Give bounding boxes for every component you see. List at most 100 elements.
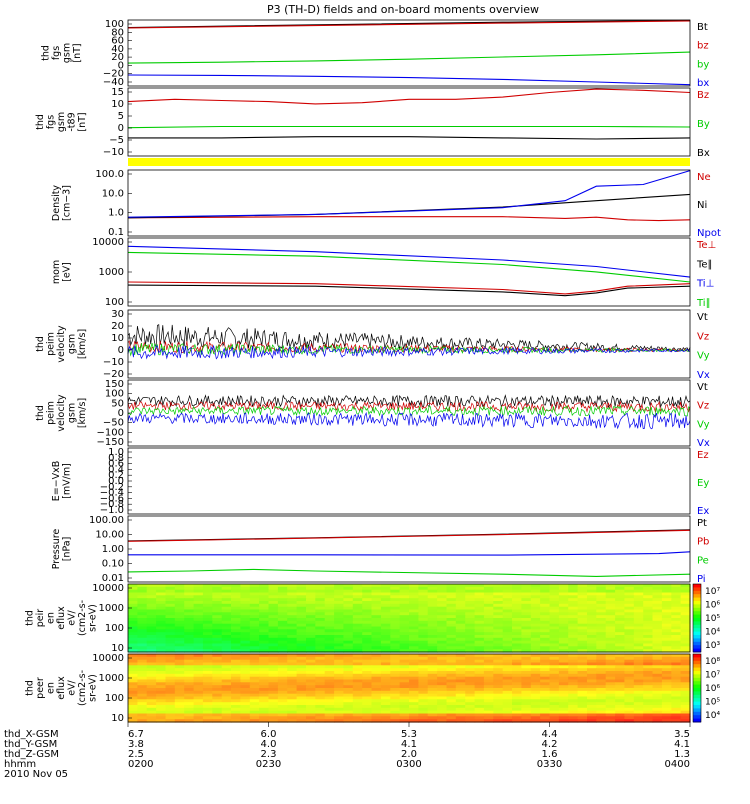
spectrogram-cell [680,646,691,650]
spectrogram-cell [409,643,419,647]
spectrogram-cell [633,688,644,692]
spectrogram-cell [324,589,335,594]
spectrogram-cell [437,598,448,602]
spectrogram-cell [540,673,551,678]
spectrogram-cell [427,699,438,703]
spectrogram-cell [530,685,541,689]
spectrogram-cell [521,632,532,636]
spectrogram-cell [249,618,260,622]
spectrogram-cell [399,685,410,689]
spectrogram-cell [427,665,438,669]
spectrogram-cell [156,719,167,723]
spectrogram-cell [465,688,476,692]
spectrogram-cell [596,589,607,594]
spectrogram-cell [446,618,457,622]
legend-entry: Bx [697,148,710,159]
spectrogram-cell [493,649,504,653]
spectrogram-cell [633,656,644,661]
spectrogram-cell [334,688,345,692]
spectrogram-cell [540,615,551,619]
spectrogram-cell [615,606,626,611]
spectrogram-cell [193,696,204,700]
spectrogram-cell [605,716,616,720]
spectrogram-cell [652,601,663,605]
spectrogram-cell [334,615,345,619]
spectrogram-cell [483,690,494,695]
spectrogram-cell [334,646,345,650]
y-tick-label: −20 [103,369,124,380]
spectrogram-cell [137,696,148,700]
spectrogram-cell [202,649,213,653]
spectrogram-cell [587,690,597,695]
spectrogram-cell [221,618,232,622]
spectrogram-cell [437,640,448,645]
spectrogram-cell [231,659,241,664]
spectrogram-cell [165,626,176,630]
spectrogram-cell [128,685,138,689]
spectrogram-cell [502,615,513,619]
spectrogram-cell [343,586,354,591]
spectrogram-cell [530,601,541,605]
spectrogram-cell [156,716,167,720]
spectrogram-cell [146,707,157,712]
spectrogram-cell [240,702,251,706]
spectrogram-cell [334,673,345,678]
spectrogram-cell [652,612,663,616]
spectrogram-cell [624,713,635,717]
spectrogram-cell [277,662,288,666]
spectrogram-cell [521,649,532,653]
spectrogram-cell [615,690,626,695]
spectrogram-cell [465,584,476,588]
spectrogram-cell [446,716,457,720]
spectrogram-cell [184,710,195,715]
spectrogram-cell [184,705,195,709]
spectrogram-cell [193,623,204,628]
spectrogram-cell [287,710,298,715]
spectrogram-cell [437,606,448,611]
spectrogram-cell [680,673,691,678]
colorbar-swatch [693,638,701,643]
y-axis-label-line: -t89 [67,112,78,131]
colorbar-swatch [693,594,701,599]
spectrogram-cell [362,702,373,706]
spectrogram-cell [512,632,522,636]
spectrogram-cell [455,671,466,675]
spectrogram-cell [624,640,635,645]
spectrogram-cell [521,592,532,596]
spectrogram-cell [324,688,335,692]
spectrogram-cell [352,584,363,588]
series-line-Ni [127,193,691,219]
spectrogram-cell [343,595,354,599]
spectrogram-cell [174,632,185,636]
spectrogram-cell [390,707,401,712]
spectrogram-cell [483,649,494,653]
spectrogram-cell [427,685,438,689]
spectrogram-cell [352,710,363,715]
spectrogram-cell [146,598,157,602]
spectrogram-cell [643,606,654,611]
spectrogram-cell [352,699,363,703]
spectrogram-cell [409,705,419,709]
spectrogram-cell [512,637,522,642]
spectrogram-cell [231,623,241,628]
spectrogram-cell [212,586,223,591]
spectrogram-cell [315,649,326,653]
spectrogram-cell [680,705,691,709]
spectrogram-cell [652,688,663,692]
spectrogram-cell [259,626,270,630]
spectrogram-cell [615,685,626,689]
spectrogram-cell [371,606,382,611]
spectrogram-cell [446,673,457,678]
spectrogram-cell [156,603,167,608]
spectrogram-cell [455,676,466,681]
spectrogram-cell [287,713,298,717]
spectrogram-cell [324,635,335,639]
spectrogram-cell [483,598,494,602]
spectrogram-cell [193,632,204,636]
spectrogram-cell [174,654,185,658]
spectrogram-cell [231,676,241,681]
spectrogram-cell [202,705,213,709]
spectrogram-cell [380,609,391,613]
spectrogram-cell [343,592,354,596]
spectrogram-cell [165,623,176,628]
